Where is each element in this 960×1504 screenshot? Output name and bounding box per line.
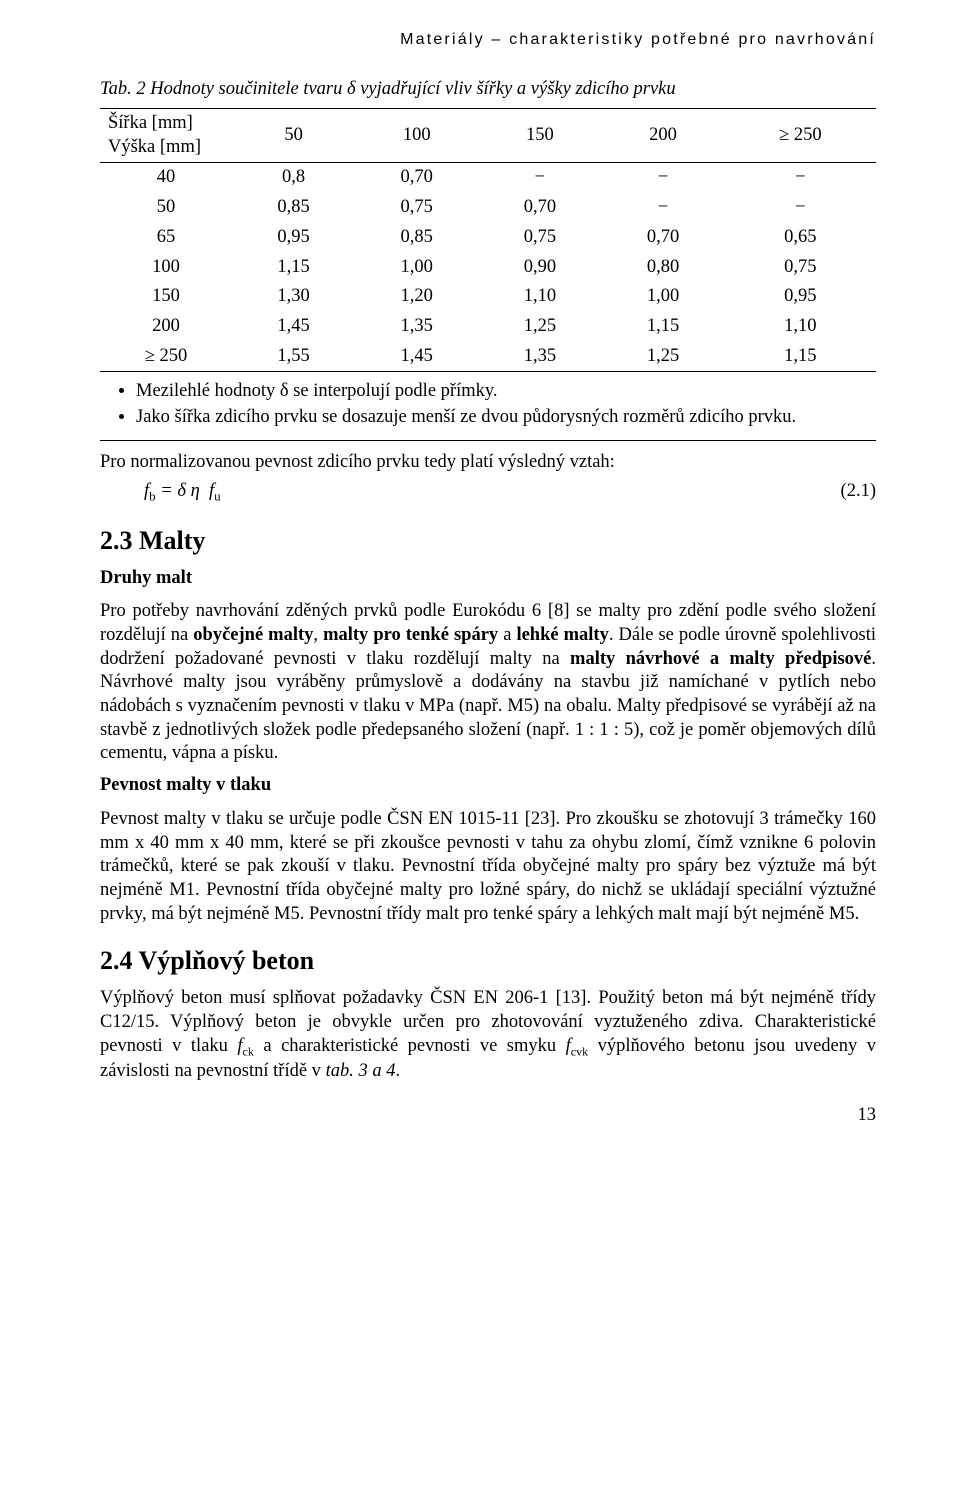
t2-r3-1: 1,00: [355, 253, 478, 283]
t2-r6-2: 1,35: [478, 342, 601, 372]
t2-r3-4: 0,75: [725, 253, 876, 283]
table-row: ≥ 250 1,55 1,45 1,35 1,25 1,15: [100, 342, 876, 372]
t2-r2-2: 0,75: [478, 223, 601, 253]
table2-col-1: 100: [355, 109, 478, 163]
page-number: 13: [100, 1104, 876, 1128]
t2-r3-3: 0,80: [601, 253, 724, 283]
t2-r2-3: 0,70: [601, 223, 724, 253]
table2-col-4: ≥ 250: [725, 109, 876, 163]
t2-r6-1: 1,45: [355, 342, 478, 372]
t2-r1-h: 50: [100, 193, 232, 223]
table2-head-l2: Výška [mm]: [108, 137, 201, 157]
table-row: 100 1,15 1,00 0,90 0,80 0,75: [100, 253, 876, 283]
table2-caption-text: Tab. 2 Hodnoty součinitele tvaru δ vyjad…: [100, 79, 676, 99]
t2-r1-1: 0,75: [355, 193, 478, 223]
t2-r4-0: 1,30: [232, 282, 355, 312]
t2-r4-1: 1,20: [355, 282, 478, 312]
table2-col-2: 150: [478, 109, 601, 163]
t2-r3-0: 1,15: [232, 253, 355, 283]
t2-r5-1: 1,35: [355, 312, 478, 342]
table2-note-0: Mezilehlé hodnoty δ se interpolují podle…: [136, 380, 876, 404]
t2-r2-1: 0,85: [355, 223, 478, 253]
t2-r4-h: 150: [100, 282, 232, 312]
table2: Šířka [mm] Výška [mm] 50 100 150 200 ≥ 2…: [100, 108, 876, 372]
t2-r2-4: 0,65: [725, 223, 876, 253]
heading-druhy-malt: Druhy malt: [100, 567, 876, 591]
table2-col-3: 200: [601, 109, 724, 163]
table2-notes: Mezilehlé hodnoty δ se interpolují podle…: [100, 380, 876, 440]
t2-r5-3: 1,15: [601, 312, 724, 342]
t2-r4-4: 0,95: [725, 282, 876, 312]
heading-pevnost-malty: Pevnost malty v tlaku: [100, 774, 876, 798]
t2-r5-h: 200: [100, 312, 232, 342]
table-row: 40 0,8 0,70 − − −: [100, 163, 876, 193]
t2-r1-3: −: [601, 193, 724, 223]
para-normalized: Pro normalizovanou pevnost zdicího prvku…: [100, 451, 876, 475]
t2-r4-2: 1,10: [478, 282, 601, 312]
table2-note-1: Jako šířka zdicího prvku se dosazuje men…: [136, 406, 876, 430]
equation-2-1: fb = δ η fu (2.1): [100, 480, 876, 505]
t2-r0-h: 40: [100, 163, 232, 193]
t2-r6-h: ≥ 250: [100, 342, 232, 372]
equation-2-1-expr: fb = δ η fu: [100, 480, 221, 505]
section-2-3-title: 2.3 Malty: [100, 524, 876, 557]
t2-r1-4: −: [725, 193, 876, 223]
t2-r0-2: −: [478, 163, 601, 193]
t2-r6-3: 1,25: [601, 342, 724, 372]
t2-r2-h: 65: [100, 223, 232, 253]
table-row: 50 0,85 0,75 0,70 − −: [100, 193, 876, 223]
table2-head-l1: Šířka [mm]: [108, 113, 193, 133]
para-vyplnovy-beton: Výplňový beton musí splňovat požadavky Č…: [100, 987, 876, 1083]
t2-r2-0: 0,95: [232, 223, 355, 253]
t2-r3-h: 100: [100, 253, 232, 283]
t2-r0-0: 0,8: [232, 163, 355, 193]
page: Materiály – charakteristiky potřebné pro…: [0, 0, 960, 1151]
t2-r6-4: 1,15: [725, 342, 876, 372]
table-row: 200 1,45 1,35 1,25 1,15 1,10: [100, 312, 876, 342]
t2-r1-0: 0,85: [232, 193, 355, 223]
table-row: 65 0,95 0,85 0,75 0,70 0,65: [100, 223, 876, 253]
t2-r0-3: −: [601, 163, 724, 193]
equation-2-1-num: (2.1): [841, 480, 876, 504]
t2-r0-4: −: [725, 163, 876, 193]
t2-r6-0: 1,55: [232, 342, 355, 372]
t2-r0-1: 0,70: [355, 163, 478, 193]
table2-head-left: Šířka [mm] Výška [mm]: [100, 109, 232, 163]
section-2-4-title: 2.4 Výplňový beton: [100, 944, 876, 977]
table2-caption: Tab. 2 Hodnoty součinitele tvaru δ vyjad…: [100, 78, 876, 102]
para-pevnost-malty: Pevnost malty v tlaku se určuje podle ČS…: [100, 808, 876, 926]
running-head: Materiály – charakteristiky potřebné pro…: [100, 30, 876, 50]
t2-r5-0: 1,45: [232, 312, 355, 342]
t2-r5-4: 1,10: [725, 312, 876, 342]
t2-r1-2: 0,70: [478, 193, 601, 223]
t2-r4-3: 1,00: [601, 282, 724, 312]
t2-r3-2: 0,90: [478, 253, 601, 283]
t2-r5-2: 1,25: [478, 312, 601, 342]
para-druhy-malt: Pro potřeby navrhování zděných prvků pod…: [100, 600, 876, 766]
table2-col-0: 50: [232, 109, 355, 163]
table-row: 150 1,30 1,20 1,10 1,00 0,95: [100, 282, 876, 312]
